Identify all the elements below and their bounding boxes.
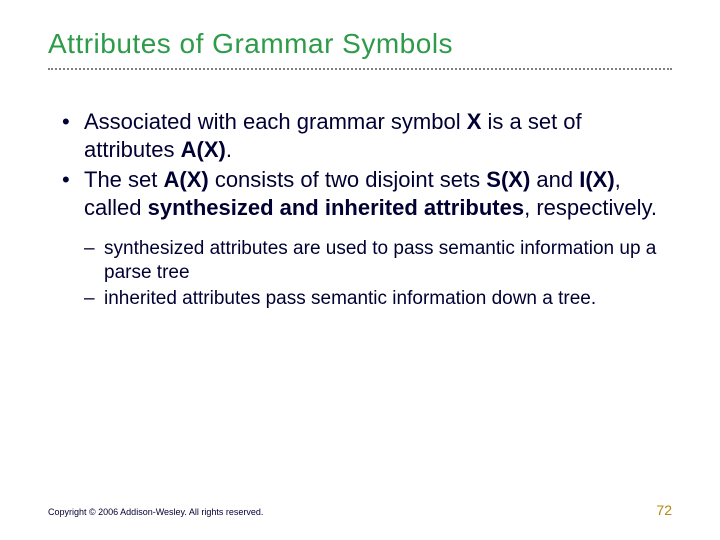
- sub-bullet-list: synthesized attributes are used to pass …: [48, 237, 672, 312]
- sub-bullet-item: inherited attributes pass semantic infor…: [84, 287, 672, 311]
- title-divider: [48, 68, 672, 70]
- bullet-item: The set A(X) consists of two disjoint se…: [62, 166, 672, 222]
- bullet-item: Associated with each grammar symbol X is…: [62, 108, 672, 164]
- sub-bullet-item: synthesized attributes are used to pass …: [84, 237, 672, 286]
- slide-title: Attributes of Grammar Symbols: [48, 28, 672, 60]
- page-number: 72: [656, 502, 672, 518]
- main-bullet-list: Associated with each grammar symbol X is…: [48, 108, 672, 223]
- copyright-text: Copyright © 2006 Addison-Wesley. All rig…: [48, 507, 263, 517]
- footer: Copyright © 2006 Addison-Wesley. All rig…: [48, 502, 672, 518]
